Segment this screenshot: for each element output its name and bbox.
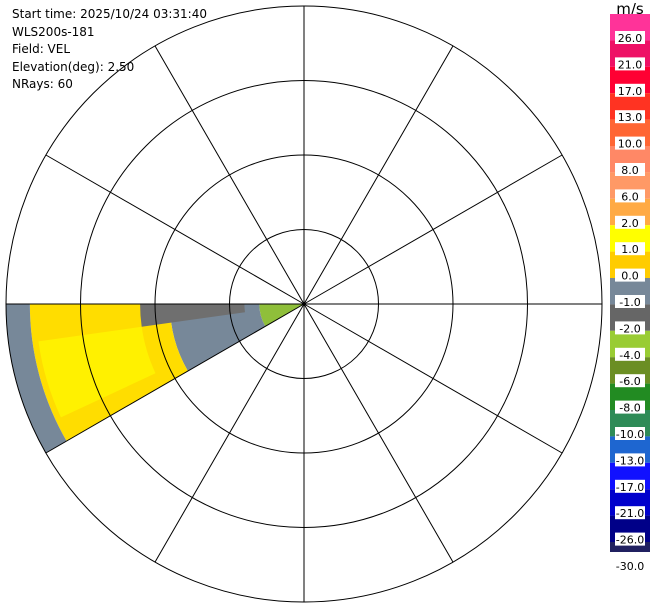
colorbar-tick-label: -17.0 xyxy=(616,481,644,494)
elevation-label: Elevation(deg): 2.50 xyxy=(12,59,135,74)
colorbar-tick-label: -2.0 xyxy=(619,322,640,335)
colorbar-label-bg xyxy=(615,321,645,335)
velocity-band-0 xyxy=(259,304,304,327)
instrument-label: WLS200s-181 xyxy=(12,24,95,39)
colorbar-label-bg xyxy=(615,559,645,572)
field-label: Field: VEL xyxy=(12,42,71,56)
colorbar-tick-label: -26.0 xyxy=(616,534,644,547)
colorbar-tick-label: -21.0 xyxy=(616,507,644,520)
radial-line-150 xyxy=(303,303,454,563)
colorbar-tick-label: 17.0 xyxy=(618,85,643,98)
colorbar-tick-label: 26.0 xyxy=(618,32,643,45)
colorbar-label-bg xyxy=(615,57,645,71)
nrays-label: NRays: 60 xyxy=(12,77,73,91)
colorbar-tick-label: 2.0 xyxy=(621,217,639,230)
velocity-band-1 xyxy=(169,304,266,372)
radial-line-30 xyxy=(303,45,454,305)
info-panel: Start time: 2025/10/24 03:31:40 WLS200s-… xyxy=(12,6,207,94)
colorbar-label-bg xyxy=(615,242,645,256)
colorbar-tick-label: -8.0 xyxy=(619,402,640,415)
colorbar-label-bg xyxy=(615,110,645,124)
colorbar-label-bg xyxy=(615,295,645,308)
colorbar-label-bg xyxy=(615,136,645,150)
colorbar-tick-label: 0.0 xyxy=(621,270,639,283)
colorbar-tick-label: 1.0 xyxy=(621,243,639,256)
colorbar-tick-label: -6.0 xyxy=(619,375,640,388)
colorbar-unit: m/s xyxy=(616,0,644,18)
colorbar-label-bg xyxy=(615,83,645,97)
colorbar-label-bg xyxy=(615,163,645,176)
velocity-band-3 xyxy=(6,304,67,453)
colorbar-label-bg xyxy=(615,400,645,414)
radial-line-210 xyxy=(154,303,305,563)
colorbar-tick-label: -10.0 xyxy=(616,428,644,441)
colorbar-label-bg xyxy=(615,268,645,282)
colorbar-label-bg xyxy=(615,31,645,44)
colorbar-tick-label: -4.0 xyxy=(619,349,640,362)
colorbar-segment xyxy=(610,542,650,552)
colorbar-tick-label: -1.0 xyxy=(619,296,640,309)
colorbar-label-bg xyxy=(615,532,645,546)
colorbar-label-bg xyxy=(615,215,645,229)
radial-line-240 xyxy=(45,303,305,454)
colorbar-tick-label: 21.0 xyxy=(618,58,643,71)
radial-line-60 xyxy=(303,154,563,305)
colorbar-label-bg xyxy=(615,347,645,361)
velocity-streak xyxy=(140,304,245,327)
colorbar-label-bg xyxy=(615,427,645,440)
colorbar-label-bg xyxy=(615,374,645,388)
colorbar-tick-label: 8.0 xyxy=(621,164,639,177)
colorbar-tick-label: -30.0 xyxy=(616,560,644,573)
colorbar-label-bg xyxy=(615,189,645,203)
radial-line-120 xyxy=(303,303,563,454)
colorbar-label-bg xyxy=(615,506,645,520)
radial-line-300 xyxy=(45,154,305,305)
colorbar-label-bg xyxy=(615,453,645,467)
colorbar-tick-label: 13.0 xyxy=(618,111,643,124)
colorbar-tick-label: -13.0 xyxy=(616,454,644,467)
colorbar-label-bg xyxy=(615,479,645,493)
radial-line-330 xyxy=(154,45,305,305)
colorbar-tick-label: 10.0 xyxy=(618,138,643,151)
colorbar-tick-label: 6.0 xyxy=(621,190,639,203)
start-time-label: Start time: 2025/10/24 03:31:40 xyxy=(12,7,207,21)
velocity-streak xyxy=(38,326,156,418)
